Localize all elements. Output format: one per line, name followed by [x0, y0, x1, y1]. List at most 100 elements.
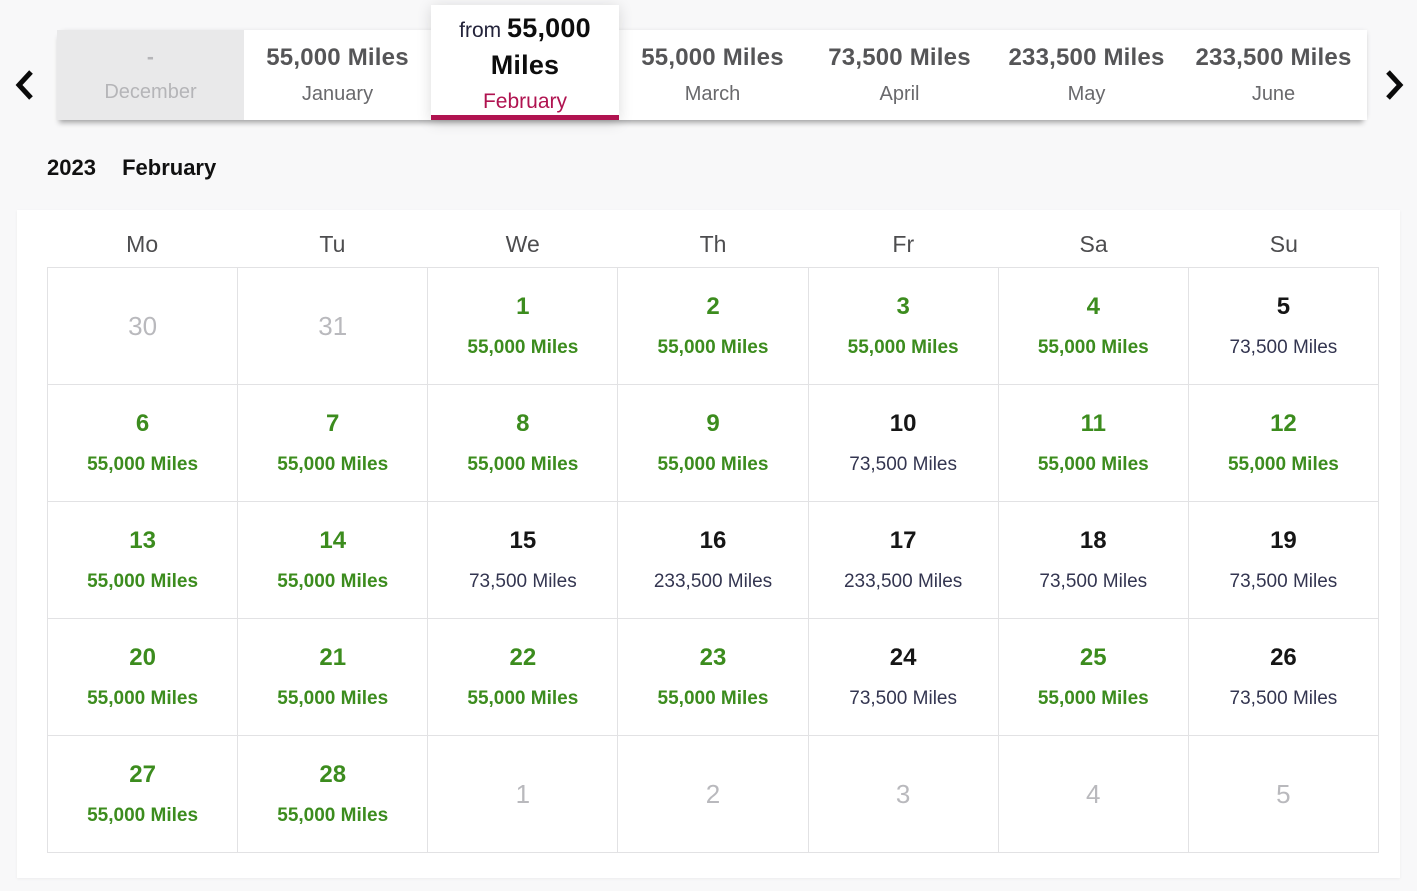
tab-price: - — [146, 46, 155, 69]
day-miles: 55,000 Miles — [1227, 454, 1339, 475]
tab-price: 55,000 Miles — [641, 44, 784, 71]
tab-month: April — [879, 83, 920, 105]
day-number: 19 — [1270, 527, 1297, 554]
day-cell-24[interactable]: 24 73,500 Miles — [808, 619, 999, 736]
prev-month-button[interactable] — [5, 62, 45, 108]
day-cell-25[interactable]: 25 55,000 Miles — [998, 619, 1189, 736]
day-cell-13[interactable]: 13 55,000 Miles — [48, 502, 239, 619]
month-tab-may[interactable]: 233,500 Miles May — [993, 30, 1180, 120]
day-number: 30 — [128, 311, 158, 341]
calendar-heading: 2023 February — [47, 155, 216, 181]
day-cell-14[interactable]: 14 55,000 Miles — [238, 502, 429, 619]
day-number: 5 — [1276, 293, 1291, 320]
day-cell-3[interactable]: 3 55,000 Miles — [808, 268, 999, 385]
month-tab-april[interactable]: 73,500 Miles April — [806, 30, 993, 120]
heading-month: February — [122, 155, 217, 180]
day-cell-2[interactable]: 2 55,000 Miles — [618, 268, 809, 385]
day-cell-15[interactable]: 15 73,500 Miles — [428, 502, 619, 619]
day-cell-16[interactable]: 16 233,500 Miles — [618, 502, 809, 619]
day-number: 8 — [516, 410, 530, 437]
day-number: 24 — [889, 644, 917, 671]
day-cell-1: 1 — [428, 736, 619, 853]
day-cell-1[interactable]: 1 55,000 Miles — [428, 268, 619, 385]
tab-price-prefix: from — [459, 19, 508, 43]
day-cell-28[interactable]: 28 55,000 Miles — [238, 736, 429, 853]
day-number: 23 — [699, 644, 727, 671]
day-miles: 55,000 Miles — [277, 571, 389, 592]
day-miles: 55,000 Miles — [87, 454, 199, 475]
day-number: 4 — [1086, 779, 1101, 809]
day-number: 2 — [706, 293, 720, 320]
day-cell-6[interactable]: 6 55,000 Miles — [48, 385, 239, 502]
day-cell-21[interactable]: 21 55,000 Miles — [238, 619, 429, 736]
day-number: 18 — [1079, 527, 1107, 554]
day-number: 1 — [515, 779, 531, 809]
day-cell-4: 4 — [998, 736, 1189, 853]
weekday-label: Fr — [892, 231, 915, 257]
day-number: 22 — [509, 644, 537, 671]
day-cell-17[interactable]: 17 233,500 Miles — [808, 502, 999, 619]
month-tab-january[interactable]: 55,000 Miles January — [244, 30, 431, 120]
day-miles: 73,500 Miles — [1229, 337, 1338, 358]
day-miles: 55,000 Miles — [847, 337, 959, 358]
day-number: 12 — [1270, 410, 1297, 437]
day-number: 10 — [889, 410, 917, 437]
day-miles: 55,000 Miles — [87, 688, 199, 709]
day-miles: 55,000 Miles — [1037, 688, 1149, 709]
next-month-button[interactable] — [1374, 62, 1414, 108]
chevron-left-icon — [14, 68, 36, 102]
day-number: 11 — [1080, 410, 1106, 437]
day-cell-30: 30 — [48, 268, 239, 385]
tab-price: 233,500 Miles — [1008, 44, 1165, 71]
day-cell-23[interactable]: 23 55,000 Miles — [618, 619, 809, 736]
day-miles: 73,500 Miles — [468, 571, 577, 592]
day-number: 21 — [319, 644, 347, 671]
day-number: 16 — [699, 527, 727, 554]
weekday-header: Mo Tu We Th Fr Sa Su — [47, 222, 1379, 267]
day-cell-18[interactable]: 18 73,500 Miles — [998, 502, 1189, 619]
day-cell-19[interactable]: 19 73,500 Miles — [1188, 502, 1379, 619]
day-cell-10[interactable]: 10 73,500 Miles — [808, 385, 999, 502]
day-cell-12[interactable]: 12 55,000 Miles — [1188, 385, 1379, 502]
month-tabs: - December 55,000 Miles January from 55,000 … — [57, 5, 1367, 120]
weekday-label: Tu — [319, 231, 346, 257]
day-cell-7[interactable]: 7 55,000 Miles — [238, 385, 429, 502]
day-cell-8[interactable]: 8 55,000 Miles — [428, 385, 619, 502]
weekday-label: We — [505, 231, 540, 257]
month-tab-february[interactable]: from 55,000 Miles February — [431, 5, 619, 120]
month-tab-march[interactable]: 55,000 Miles March — [619, 30, 806, 120]
day-miles: 55,000 Miles — [87, 571, 199, 592]
weekday-label: Mo — [126, 231, 159, 257]
day-miles: 55,000 Miles — [467, 688, 579, 709]
day-number: 2 — [705, 779, 721, 809]
day-cell-22[interactable]: 22 55,000 Miles — [428, 619, 619, 736]
day-cell-11[interactable]: 11 55,000 Miles — [998, 385, 1189, 502]
day-cell-4[interactable]: 4 55,000 Miles — [998, 268, 1189, 385]
day-number: 26 — [1270, 644, 1297, 671]
day-cell-20[interactable]: 20 55,000 Miles — [48, 619, 239, 736]
month-tab-december[interactable]: - December — [57, 30, 244, 120]
tab-month: December — [104, 81, 197, 103]
day-number: 1 — [516, 293, 530, 320]
day-cell-9[interactable]: 9 55,000 Miles — [618, 385, 809, 502]
day-number: 31 — [318, 311, 348, 341]
day-cell-2: 2 — [618, 736, 809, 853]
day-miles: 55,000 Miles — [1037, 337, 1149, 358]
month-tab-june[interactable]: 233,500 Miles June — [1180, 30, 1367, 120]
day-miles: 55,000 Miles — [657, 454, 769, 475]
day-number: 9 — [706, 410, 720, 437]
heading-year: 2023 — [47, 155, 96, 180]
day-cell-5[interactable]: 5 73,500 Miles — [1188, 268, 1379, 385]
day-miles: 55,000 Miles — [277, 454, 389, 475]
day-number: 3 — [895, 779, 911, 809]
day-number: 6 — [135, 410, 150, 437]
tab-month: January — [301, 83, 374, 105]
tab-price: from 55,000 Miles — [441, 10, 609, 83]
day-miles: 55,000 Miles — [657, 337, 769, 358]
day-cell-27[interactable]: 27 55,000 Miles — [48, 736, 239, 853]
day-number: 17 — [889, 527, 917, 554]
day-number: 4 — [1086, 293, 1100, 320]
day-number: 3 — [896, 293, 910, 320]
tab-price: 73,500 Miles — [828, 44, 971, 71]
day-cell-26[interactable]: 26 73,500 Miles — [1188, 619, 1379, 736]
